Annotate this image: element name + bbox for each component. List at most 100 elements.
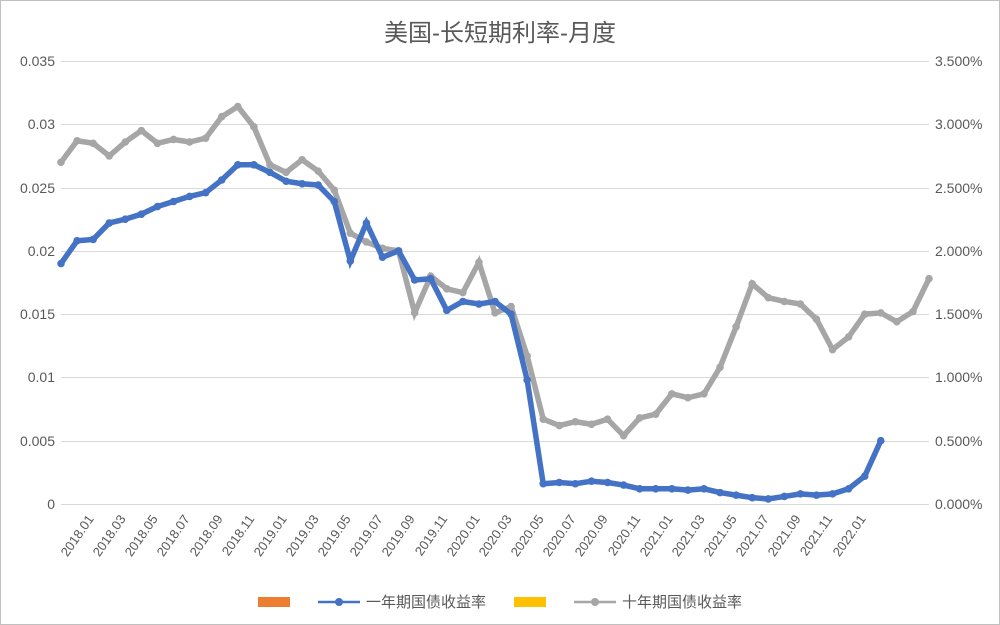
series-marker	[748, 280, 756, 288]
series-marker	[893, 318, 901, 326]
series-marker	[861, 472, 869, 480]
series-marker	[620, 481, 628, 489]
series-marker	[556, 479, 564, 487]
series-marker	[716, 489, 724, 497]
series-marker	[266, 161, 274, 169]
series-marker	[122, 138, 130, 146]
series-marker	[234, 103, 242, 111]
series-marker	[105, 219, 113, 227]
series-marker	[925, 275, 933, 283]
series-marker	[363, 238, 371, 246]
y-right-tick: 1.500%	[935, 306, 982, 322]
series-marker	[186, 138, 194, 146]
series-marker	[732, 323, 740, 331]
series-line	[61, 165, 881, 499]
series-marker	[330, 198, 338, 206]
series-marker	[539, 480, 547, 488]
legend-swatch	[258, 597, 290, 607]
series-marker	[668, 390, 676, 398]
series-marker	[379, 253, 387, 261]
series-marker	[588, 477, 596, 485]
series-marker	[395, 247, 403, 255]
plot-area: 00.0050.010.0150.020.0250.030.035 0.000%…	[61, 61, 929, 504]
series-marker	[105, 152, 113, 160]
series-marker	[652, 410, 660, 418]
series-marker	[523, 376, 531, 384]
y-left-tick: 0.035	[20, 53, 55, 69]
series-marker	[475, 258, 483, 266]
series-marker	[73, 237, 81, 245]
series-marker	[636, 485, 644, 493]
series-marker	[829, 490, 837, 498]
series-marker	[797, 300, 805, 308]
series-marker	[652, 485, 660, 493]
y-left-tick: 0	[47, 496, 55, 512]
series-marker	[218, 176, 226, 184]
series-marker	[700, 485, 708, 493]
series-marker	[636, 414, 644, 422]
series-marker	[491, 309, 499, 317]
series-marker	[234, 161, 242, 169]
chart-title: 美国-长短期利率-月度	[1, 1, 999, 48]
series-marker	[314, 181, 322, 189]
series-marker	[154, 139, 162, 147]
series-marker	[781, 298, 789, 306]
y-left-tick: 0.015	[20, 306, 55, 322]
series-marker	[138, 127, 146, 135]
series-marker	[202, 189, 210, 197]
series-marker	[202, 134, 210, 142]
series-marker	[443, 285, 451, 293]
series-marker	[170, 136, 178, 144]
series-marker	[138, 210, 146, 218]
y-right-tick: 1.000%	[935, 369, 982, 385]
y-left-tick: 0.025	[20, 180, 55, 196]
series-marker	[57, 260, 65, 268]
legend-item: 十年期国债收益率	[574, 591, 742, 612]
series-marker	[604, 415, 612, 423]
series-marker	[845, 485, 853, 493]
series-marker	[507, 310, 515, 318]
y-left-tick: 0.02	[28, 243, 55, 259]
series-marker	[877, 437, 885, 445]
series-marker	[909, 308, 917, 316]
series-marker	[877, 309, 885, 317]
gridline	[61, 504, 929, 505]
y-right-tick: 3.000%	[935, 116, 982, 132]
legend-line-icon	[574, 593, 616, 611]
legend-item: 一年期国债收益率	[318, 591, 486, 612]
series-marker	[781, 493, 789, 501]
series-marker	[298, 156, 306, 164]
y-right-tick: 2.500%	[935, 180, 982, 196]
series-marker	[250, 123, 258, 131]
series-marker	[732, 491, 740, 499]
series-marker	[411, 309, 419, 317]
series-marker	[491, 298, 499, 306]
series-marker	[556, 422, 564, 430]
series-marker	[684, 486, 692, 494]
series-marker	[604, 479, 612, 487]
series-line	[61, 107, 929, 436]
legend: 一年期国债收益率 十年期国债收益率	[1, 591, 999, 612]
series-marker	[572, 480, 580, 488]
series-marker	[829, 346, 837, 354]
series-marker	[764, 294, 772, 302]
legend-item	[514, 597, 546, 607]
series-marker	[427, 275, 435, 283]
y-right-tick: 0.500%	[935, 433, 982, 449]
series-marker	[89, 139, 97, 147]
y-left-tick: 0.005	[20, 433, 55, 449]
series-marker	[443, 307, 451, 315]
series-marker	[764, 495, 772, 503]
series-marker	[411, 276, 419, 284]
series-marker	[668, 485, 676, 493]
series-marker	[282, 169, 290, 177]
series-marker	[572, 418, 580, 426]
series-marker	[282, 177, 290, 185]
legend-swatch	[514, 597, 546, 607]
chart-container: 美国-长短期利率-月度 00.0050.010.0150.020.0250.03…	[0, 0, 1000, 625]
y-left-tick: 0.01	[28, 369, 55, 385]
series-marker	[330, 186, 338, 194]
series-marker	[845, 333, 853, 341]
y-left-tick: 0.03	[28, 116, 55, 132]
series-marker	[218, 113, 226, 121]
